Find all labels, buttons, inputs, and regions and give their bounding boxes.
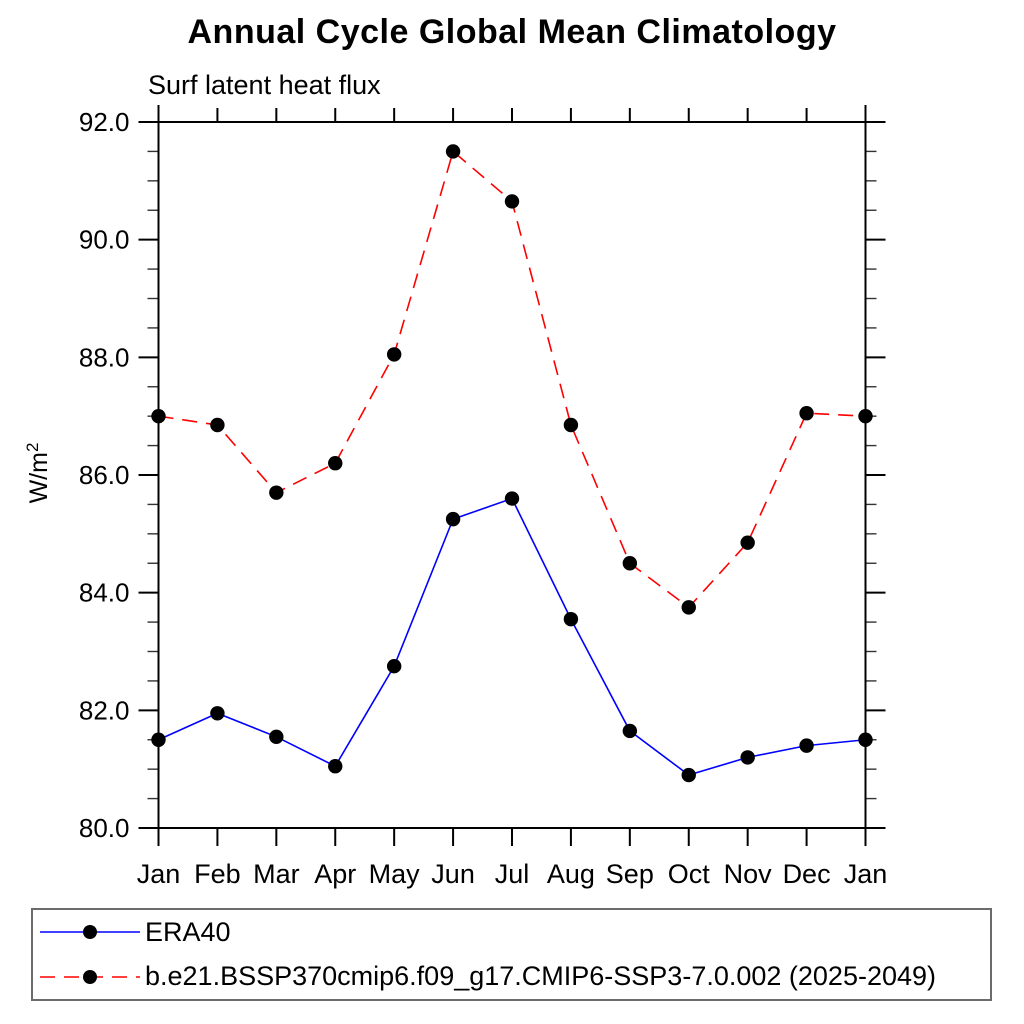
legend: ERA40 b.e21.BSSP370cmip6.f09_g17.CMIP6-SS… bbox=[31, 908, 992, 1001]
y-tick-label: 92.0 bbox=[79, 107, 130, 137]
x-tick-label: Jul bbox=[495, 859, 530, 889]
series-line-1 bbox=[158, 150, 866, 609]
series-1-marker bbox=[328, 456, 343, 471]
series-0-marker bbox=[445, 511, 461, 527]
legend-label-1: b.e21.BSSP370cmip6.f09_g17.CMIP6-SSP3-7.… bbox=[145, 961, 937, 992]
legend-sample-marker bbox=[83, 969, 97, 984]
y-axis-unit-label: W/m2 bbox=[23, 443, 53, 504]
series-1-marker bbox=[210, 417, 225, 433]
x-tick-label: Mar bbox=[253, 859, 300, 889]
series-1-marker bbox=[681, 600, 696, 615]
y-tick-label: 90.0 bbox=[79, 225, 130, 255]
series-1-marker bbox=[504, 194, 520, 209]
y-tick-label: 88.0 bbox=[79, 342, 130, 372]
chart-title: Annual Cycle Global Mean Climatology bbox=[187, 13, 837, 51]
y-tick-label: 86.0 bbox=[79, 460, 130, 490]
x-tick-label: Jun bbox=[431, 859, 475, 889]
series-1-marker bbox=[622, 556, 638, 571]
x-tick-label: Feb bbox=[194, 859, 241, 889]
x-tick-label: Dec bbox=[783, 859, 831, 889]
series-0-marker bbox=[622, 723, 638, 739]
series-line-0 bbox=[158, 497, 866, 776]
series-1-marker bbox=[858, 408, 873, 424]
series-1-marker bbox=[269, 485, 284, 500]
legend-line-sample-1 bbox=[40, 969, 140, 984]
series-0-marker bbox=[269, 729, 284, 745]
series-0-marker bbox=[563, 611, 579, 627]
x-tick-label: Apr bbox=[314, 859, 356, 889]
legend-row-1: b.e21.BSSP370cmip6.f09_g17.CMIP6-SSP3-7.… bbox=[33, 955, 990, 1000]
series-0-marker bbox=[504, 491, 520, 506]
y-tick-label: 80.0 bbox=[79, 813, 130, 843]
legend-row-0: ERA40 bbox=[33, 910, 990, 955]
legend-sample-marker bbox=[83, 925, 97, 940]
series-0-marker bbox=[858, 732, 873, 747]
series-0-marker bbox=[328, 759, 343, 774]
legend-line-sample-0 bbox=[40, 925, 140, 940]
x-tick-label: Aug bbox=[547, 859, 595, 889]
chart-subtitle: Surf latent heat flux bbox=[148, 70, 381, 100]
x-tick-label: Sep bbox=[606, 859, 654, 889]
x-tick-label: Jan bbox=[137, 859, 181, 889]
x-tick-label: Oct bbox=[668, 859, 711, 889]
series-1-marker bbox=[386, 347, 402, 362]
x-tick-label: Jan bbox=[844, 859, 888, 889]
series-1-marker bbox=[151, 408, 166, 424]
series-1-marker bbox=[563, 417, 579, 433]
series-0-marker bbox=[151, 732, 166, 747]
series-1-marker bbox=[740, 535, 755, 550]
series-0-marker bbox=[681, 767, 696, 783]
y-tick-label: 84.0 bbox=[79, 578, 130, 608]
series-1-marker bbox=[445, 144, 461, 159]
series-0-marker bbox=[740, 750, 755, 765]
x-tick-label: May bbox=[369, 859, 421, 889]
series-0-marker bbox=[210, 706, 225, 721]
series-0-marker bbox=[386, 659, 402, 674]
series-1-marker bbox=[799, 406, 814, 421]
legend-label-0: ERA40 bbox=[145, 916, 231, 947]
x-tick-label: Nov bbox=[724, 859, 773, 889]
series-0-marker bbox=[799, 738, 814, 753]
y-tick-label: 82.0 bbox=[79, 695, 130, 725]
